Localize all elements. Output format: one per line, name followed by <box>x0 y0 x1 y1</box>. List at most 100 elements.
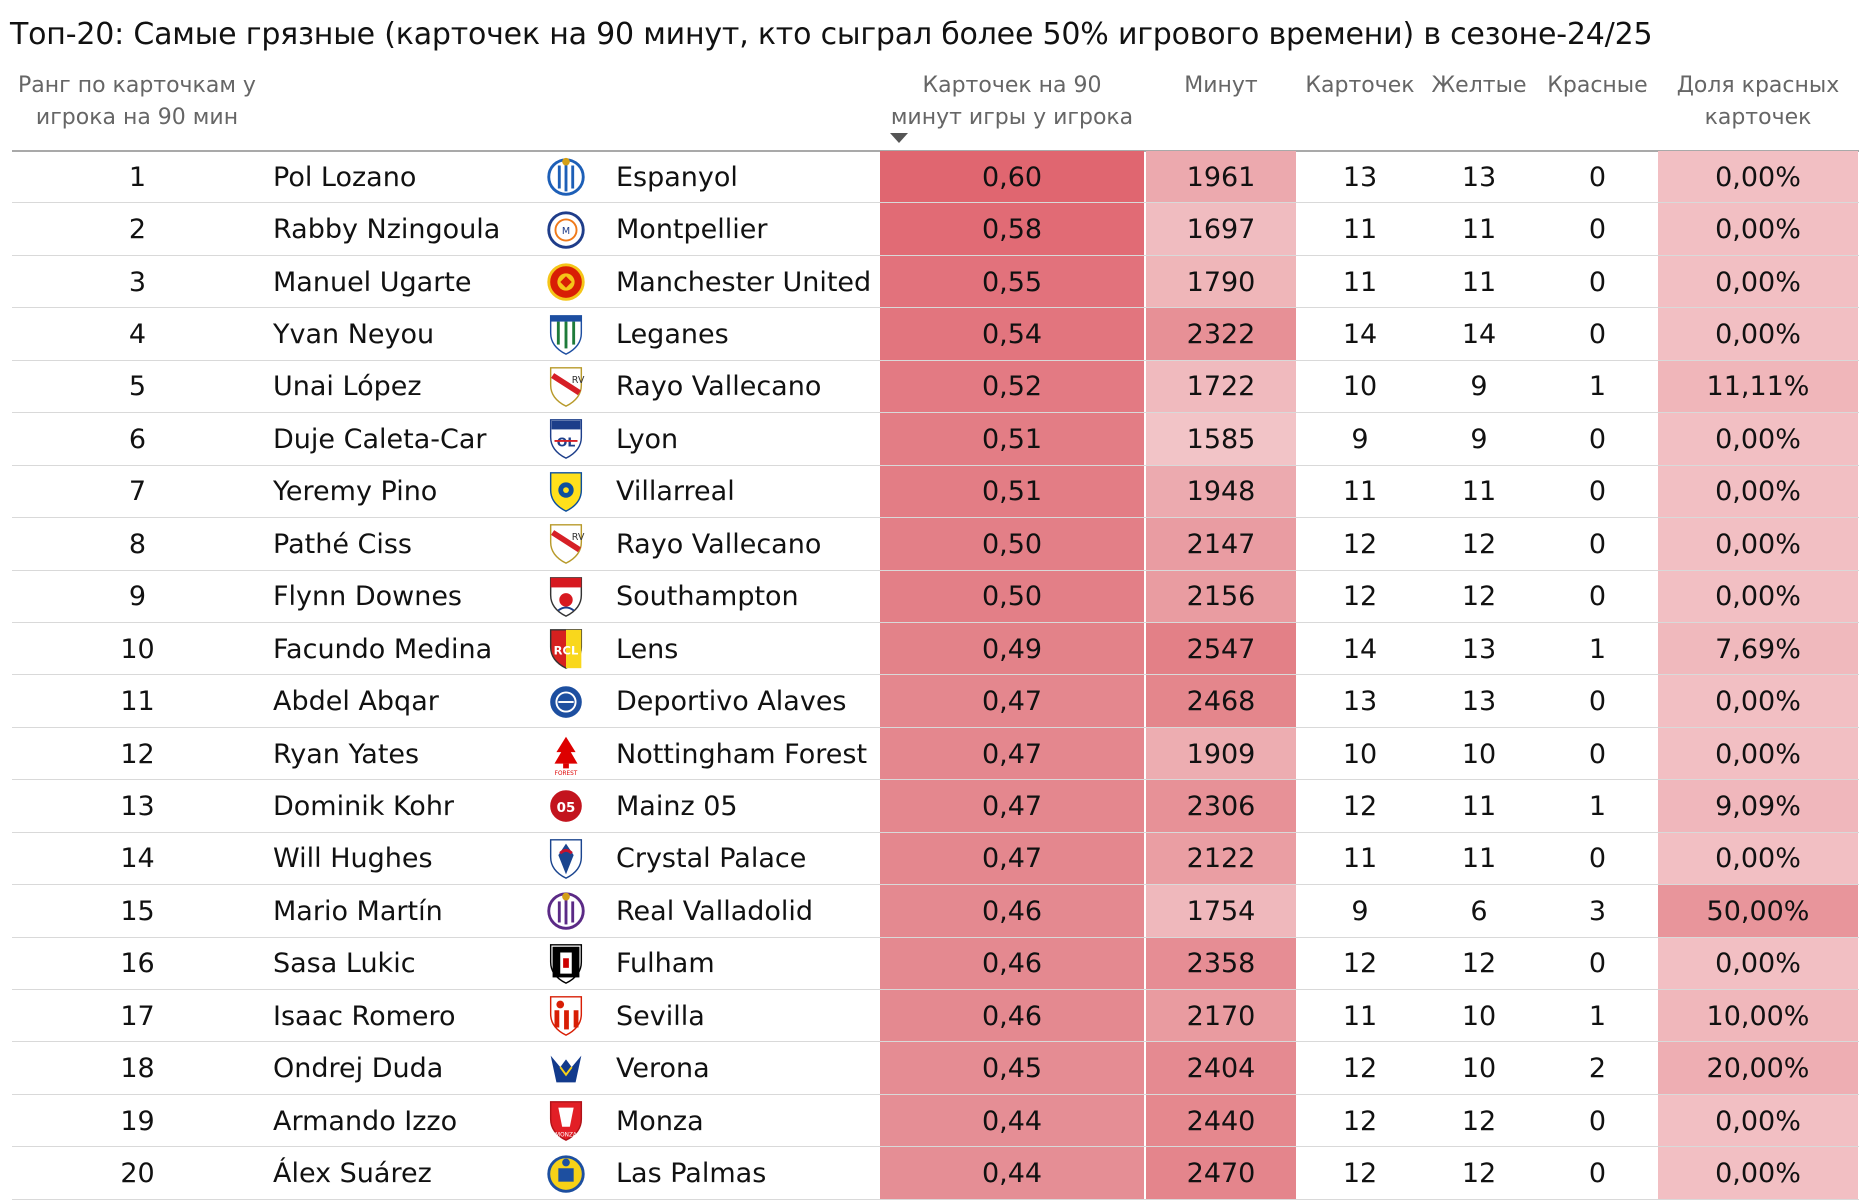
table-row[interactable]: 11 Abdel Abqar Deportivo Alaves 0,47 2468 13 1… <box>0 675 1873 729</box>
minutes-cell: 2358 <box>1146 937 1296 990</box>
minutes-cell: 2470 <box>1146 1147 1296 1200</box>
player-name: Rabby Nzingoula <box>273 214 501 246</box>
yellow-cards-cell: 11 <box>1461 266 1497 298</box>
table-row[interactable]: 7 Yeremy Pino Villarreal 0,51 1948 11 11 0 0,00% <box>0 465 1873 519</box>
cards-cell: 10 <box>1342 738 1378 770</box>
table-row[interactable]: 14 Will Hughes Crystal Palace 0,47 2122 11 11 0… <box>0 832 1873 886</box>
team-name: Rayo Vallecano <box>616 371 822 403</box>
table-row[interactable]: 1 Pol Lozano Espanyol 0,60 1961 13 13 0 0,00% <box>0 151 1873 204</box>
table-row[interactable]: 4 Yvan Neyou Leganes 0,54 2322 14 14 0 0,00% <box>0 308 1873 362</box>
header-red-share[interactable]: Доля красных карточек <box>1658 70 1858 148</box>
red-cards-cell: 2 <box>1588 1053 1607 1085</box>
cards-per-90-cell: 0,55 <box>880 255 1144 309</box>
rank-cell: 20 <box>120 1158 155 1190</box>
sort-descending-icon[interactable] <box>890 133 908 143</box>
cards-cell: 12 <box>1342 581 1378 613</box>
team-name: Southampton <box>616 581 799 613</box>
rank-cell: 3 <box>128 266 147 298</box>
header-rank[interactable]: Ранг по карточкам у игрока на 90 мин <box>12 70 262 148</box>
team-logo: RCL <box>540 623 592 675</box>
rayo-vallecano-crest-icon: RV <box>549 524 585 565</box>
red-cards-cell: 0 <box>1588 161 1607 193</box>
team-name: Las Palmas <box>616 1158 767 1190</box>
minutes-cell: 2306 <box>1146 780 1296 833</box>
header-red[interactable]: Красные <box>1540 70 1655 148</box>
cards-per-90-cell: 0,47 <box>880 832 1144 886</box>
cards-cell: 13 <box>1342 686 1378 718</box>
cards-cell: 10 <box>1342 371 1378 403</box>
player-name: Sasa Lukic <box>273 948 416 980</box>
rank-cell: 18 <box>120 1053 155 1085</box>
rank-cell: 12 <box>120 738 155 770</box>
table-row[interactable]: 9 Flynn Downes Southampton 0,50 2156 12 12 0 0,0… <box>0 570 1873 624</box>
player-name: Isaac Romero <box>273 1000 456 1032</box>
table-row[interactable]: 8 Pathé Ciss RV Rayo Vallecano 0,50 2147 12 12 0… <box>0 518 1873 571</box>
page-title: Топ-20: Самые грязные (карточек на 90 ми… <box>10 17 1653 52</box>
header-red-share-line1: Доля красных <box>1676 73 1840 98</box>
table-row[interactable]: 18 Ondrej Duda Verona 0,45 2404 12 10 2 20,00% <box>0 1042 1873 1096</box>
rank-cell: 11 <box>120 686 155 718</box>
table-row[interactable]: 15 Mario Martín Real Valladolid 0,46 1754 9 6 3… <box>0 885 1873 939</box>
rank-cell: 2 <box>128 214 147 246</box>
las-palmas-crest-icon <box>547 1154 585 1193</box>
red-cards-cell: 0 <box>1588 738 1607 770</box>
red-share-cell: 0,00% <box>1658 413 1858 466</box>
table-row[interactable]: 6 Duje Caleta-Car OL Lyon 0,51 1585 9 9 0 0,00% <box>0 413 1873 467</box>
cards-per-90-cell: 0,49 <box>880 622 1144 676</box>
player-name: Pathé Ciss <box>273 528 412 560</box>
table-row[interactable]: 12 Ryan Yates FOREST Nottingham Forest 0,47 1… <box>0 727 1873 781</box>
table-row[interactable]: 5 Unai López RV Rayo Vallecano 0,52 1722 10 9 1 1… <box>0 360 1873 414</box>
team-name: Leganes <box>616 319 729 351</box>
villarreal-crest-icon <box>549 471 583 512</box>
red-cards-cell: 0 <box>1588 214 1607 246</box>
table-row[interactable]: 3 Manuel Ugarte Manchester United 0,55 1790 1… <box>0 255 1873 309</box>
svg-text:FOREST: FOREST <box>555 771 578 777</box>
player-name: Flynn Downes <box>273 581 462 613</box>
red-share-cell: 0,00% <box>1658 1147 1858 1200</box>
cards-cell: 11 <box>1342 1000 1378 1032</box>
team-logo: FOREST <box>540 728 592 780</box>
yellow-cards-cell: 9 <box>1470 423 1488 455</box>
cards-per-90-cell: 0,60 <box>880 151 1144 204</box>
red-share-cell: 0,00% <box>1658 255 1858 309</box>
yellow-cards-cell: 11 <box>1461 476 1497 508</box>
red-share-cell: 0,00% <box>1658 203 1858 256</box>
cards-per-90-cell: 0,46 <box>880 937 1144 990</box>
red-cards-cell: 0 <box>1588 1105 1607 1137</box>
rank-cell: 7 <box>128 476 147 508</box>
yellow-cards-cell: 13 <box>1461 161 1497 193</box>
table-row[interactable]: 20 Álex Suárez Las Palmas 0,44 2470 12 12 0 0,00… <box>0 1147 1873 1201</box>
mainz-crest-icon: 05 <box>547 787 585 826</box>
table-row[interactable]: 2 Rabby Nzingoula M Montpellier 0,58 1697 11 11… <box>0 203 1873 257</box>
team-logo <box>540 571 592 623</box>
table-row[interactable]: 13 Dominik Kohr 05 Mainz 05 0,47 2306 12 11 1 9,0… <box>0 780 1873 834</box>
table-row[interactable]: 16 Sasa Lukic Fulham 0,46 2358 12 12 0 0,00% <box>0 937 1873 991</box>
rank-cell: 17 <box>120 1000 155 1032</box>
header-yellow-label: Желтые <box>1431 73 1527 98</box>
minutes-cell: 2170 <box>1146 990 1296 1043</box>
player-name: Will Hughes <box>273 843 433 875</box>
southampton-crest-icon <box>549 576 583 617</box>
header-red-label: Красные <box>1547 73 1648 98</box>
header-yellow[interactable]: Желтые <box>1420 70 1538 148</box>
red-share-cell: 0,00% <box>1658 465 1858 519</box>
header-minutes[interactable]: Минут <box>1146 70 1296 148</box>
table-row[interactable]: 19 Armando Izzo MONZA Monza 0,44 2440 12 12 0 0,0… <box>0 1094 1873 1148</box>
yellow-cards-cell: 13 <box>1461 633 1497 665</box>
header-cards[interactable]: Карточек <box>1300 70 1420 148</box>
table-row[interactable]: 17 Isaac Romero Sevilla 0,46 2170 11 10 1 10,00% <box>0 990 1873 1043</box>
rank-cell: 8 <box>128 528 147 560</box>
rank-cell: 16 <box>120 948 155 980</box>
svg-text:M: M <box>562 225 570 236</box>
header-rank-line2: игрока на 90 мин <box>35 105 239 130</box>
yellow-cards-cell: 10 <box>1461 1053 1497 1085</box>
minutes-cell: 1948 <box>1146 465 1296 519</box>
header-rate[interactable]: Карточек на 90 минут игры у игрока <box>880 70 1144 148</box>
yellow-cards-cell: 12 <box>1461 948 1497 980</box>
team-name: Manchester United <box>616 266 872 298</box>
manchester-united-crest-icon <box>547 263 585 301</box>
player-name: Armando Izzo <box>273 1105 458 1137</box>
red-cards-cell: 0 <box>1588 423 1607 455</box>
table-row[interactable]: 10 Facundo Medina RCL Lens 0,49 2547 14 13 1 7,69… <box>0 622 1873 676</box>
team-logo <box>540 151 592 203</box>
